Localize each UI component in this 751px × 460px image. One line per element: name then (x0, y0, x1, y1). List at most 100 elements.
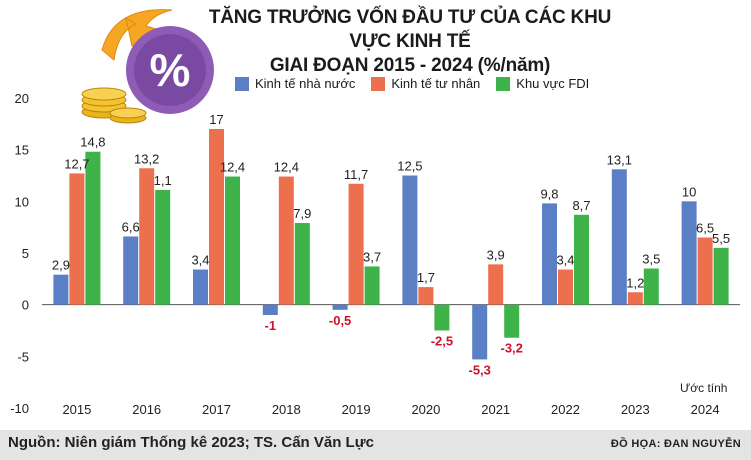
data-label: 9,8 (540, 186, 558, 201)
bar (225, 176, 240, 305)
bar (262, 304, 278, 315)
data-label: -1 (265, 318, 277, 333)
chart-title: TĂNG TRƯỞNG VỐN ĐẦU TƯ CỦA CÁC KHU VỰC K… (200, 6, 620, 78)
data-label: 1,7 (417, 270, 435, 285)
labels-layer: 2,9 12,7 14,8 6,6 13,2 1,1 3,4 17 12,4 -1 12,4 7,9 -… (52, 112, 730, 377)
x-tick-label: 2023 (621, 402, 650, 417)
bar (348, 183, 364, 305)
bar (681, 201, 697, 305)
data-label: 3,7 (363, 249, 381, 264)
data-label: 3,5 (642, 252, 660, 267)
bar (627, 292, 643, 305)
chart-title-line-2: GIAI ĐOẠN 2015 - 2024 (%/năm) (269, 55, 551, 76)
bar (123, 236, 139, 305)
bar (69, 173, 85, 305)
legend-swatch-state (235, 76, 249, 91)
data-label: 3,4 (556, 253, 574, 268)
y-tick-label: 0 (22, 298, 29, 313)
legend-item-state: Kinh tế nhà nước (235, 76, 355, 91)
data-label: 12,4 (220, 160, 245, 175)
bar (472, 304, 488, 360)
footer: Nguồn: Niên giám Thống kê 2023; TS. Cấn … (0, 430, 751, 460)
bar (193, 269, 208, 305)
legend-item-fdi: Khu vực FDI (496, 76, 589, 91)
bar (434, 304, 450, 331)
data-label: 3,9 (487, 247, 505, 262)
x-tick-label: 2022 (551, 402, 580, 417)
x-tick-label: 2018 (272, 402, 301, 417)
data-label: 10 (682, 184, 696, 199)
legend-swatch-private (371, 76, 386, 91)
percent-symbol: % (150, 44, 191, 96)
y-tick-label: 15 (15, 143, 29, 158)
graphic-credit: ĐỒ HỌA: ĐAN NGUYỄN (610, 438, 741, 450)
data-label: 6,5 (696, 221, 714, 236)
source-text: Nguồn: Niên giám Thống kê 2023; TS. Cấn … (8, 434, 374, 451)
bar (643, 268, 659, 305)
data-label: 12,7 (64, 156, 89, 171)
data-label: 17 (209, 112, 223, 127)
data-label: 1,2 (626, 275, 644, 290)
legend-swatch-fdi (496, 76, 511, 91)
legend-item-private: Kinh tế tư nhân (371, 76, 480, 91)
data-label: -5,3 (468, 362, 490, 377)
bar (418, 287, 434, 305)
data-label: 5,5 (712, 231, 730, 246)
chart-title-line-1: TĂNG TRƯỞNG VỐN ĐẦU TƯ CỦA CÁC KHU VỰC K… (208, 7, 612, 52)
legend-label-state: Kinh tế nhà nước (255, 76, 356, 91)
x-tick-label: 2019 (342, 402, 371, 417)
data-label: 12,4 (274, 160, 299, 175)
legend-label-private: Kinh tế tư nhân (391, 76, 481, 91)
bar (611, 169, 627, 305)
bar (558, 269, 573, 305)
bar (574, 214, 589, 305)
bar (697, 237, 713, 305)
bar (278, 176, 294, 305)
y-tick-label: 10 (15, 194, 29, 209)
legend-label-fdi: Khu vực FDI (516, 76, 590, 91)
y-tick-label: 5 (22, 246, 29, 261)
legend: Kinh tế nhà nước Kinh tế tư nhân Khu vực… (235, 76, 589, 91)
data-label: 7,9 (293, 206, 311, 221)
x-tick-label: 2020 (411, 402, 440, 417)
bar (504, 304, 520, 338)
y-tick-label: -5 (17, 349, 29, 364)
bar (209, 129, 224, 305)
x-tick-label: 2017 (202, 402, 231, 417)
data-label: -0,5 (329, 313, 351, 328)
bar (332, 304, 348, 310)
bar (139, 168, 155, 305)
data-label: 11,7 (344, 167, 368, 182)
bar (85, 151, 101, 305)
data-label: -3,2 (500, 341, 522, 356)
bar (402, 175, 418, 305)
x-tick-label: 2016 (132, 402, 161, 417)
data-label: 13,2 (134, 151, 159, 166)
data-label: 14,8 (80, 135, 105, 150)
percent-coins-icon: % (81, 9, 214, 124)
bar (155, 189, 171, 305)
x-tick-label: 2015 (62, 402, 91, 417)
estimate-note: Ước tính (680, 381, 728, 395)
y-tick-label: -10 (10, 401, 29, 416)
data-label: 6,6 (122, 219, 140, 234)
bar (713, 247, 729, 305)
bars-layer (53, 129, 729, 360)
x-tick-label: 2021 (481, 402, 510, 417)
bar (488, 264, 504, 305)
data-label: 12,5 (397, 159, 422, 174)
data-label: 13,1 (607, 152, 632, 167)
data-label: -2,5 (431, 334, 453, 349)
data-label: 2,9 (52, 258, 70, 273)
y-tick-label: 20 (15, 91, 29, 106)
data-label: 3,4 (191, 253, 209, 268)
bar (294, 223, 310, 305)
bar (542, 203, 557, 305)
data-label: 8,7 (572, 198, 590, 213)
bar (364, 266, 380, 305)
x-tick-label: 2024 (691, 402, 720, 417)
data-label: 1,1 (154, 173, 172, 188)
bar (53, 274, 69, 305)
